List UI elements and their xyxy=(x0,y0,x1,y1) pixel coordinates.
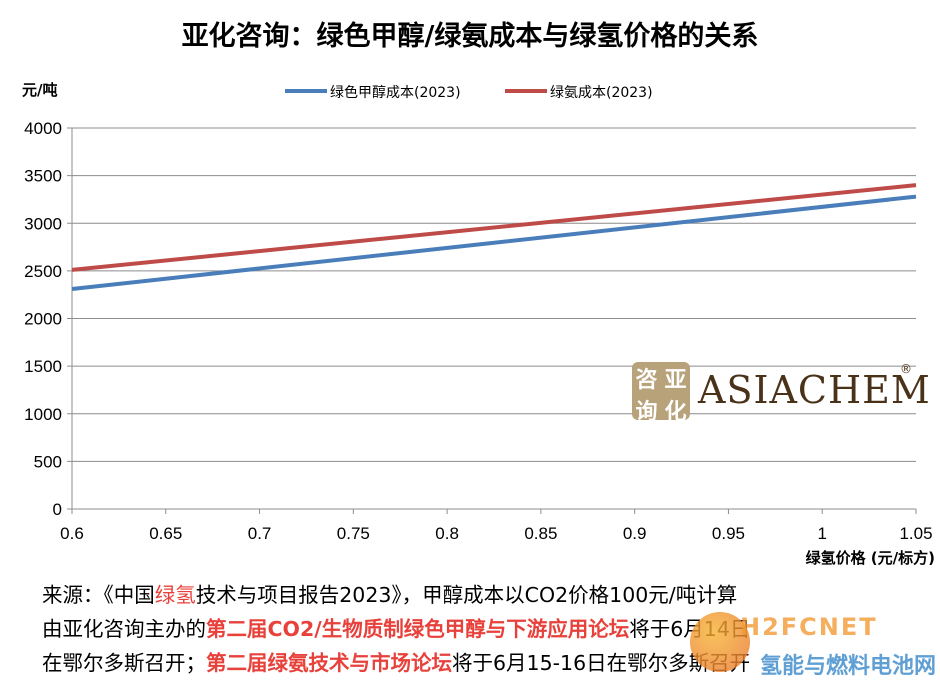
line-chart: 0 500 1000 1500 2000 2500 3000 3500 4000 0.6 0.65… xyxy=(22,81,935,567)
registered-mark: ® xyxy=(900,362,912,376)
x-tick-label: 0.85 xyxy=(524,524,557,543)
seal-char: 咨 xyxy=(635,368,658,393)
legend: 绿色甲醇成本(2023) 绿氨成本(2023) xyxy=(285,84,653,101)
y-tick-label: 1000 xyxy=(24,405,62,424)
source-text: 在鄂尔多斯召开； xyxy=(42,651,206,675)
gridlines xyxy=(72,127,916,510)
legend-label-2: 绿氨成本(2023) xyxy=(550,85,653,101)
watermark-logo-icon xyxy=(690,612,750,672)
source-line-1: 来源：《中国绿氢技术与项目报告2023》，甲醇成本以CO2价格100元/吨计算 xyxy=(42,578,940,612)
y-tick-label: 2000 xyxy=(24,310,62,329)
y-axis-label: 元/吨 xyxy=(22,81,57,99)
chart-title: 亚化咨询：绿色甲醇/绿氨成本与绿氢价格的关系 xyxy=(181,21,759,52)
source-line-2: 由亚化咨询主办的第二届CO2/生物质制绿色甲醇与下游应用论坛将于6月14日 xyxy=(42,612,940,646)
x-tick-label: 0.9 xyxy=(623,524,647,543)
y-tick-label: 4000 xyxy=(24,119,62,138)
x-tick-label: 0.65 xyxy=(149,524,182,543)
x-tick-label: 0.7 xyxy=(248,524,272,543)
y-tick-label: 3500 xyxy=(24,167,62,186)
x-axis-label: 绿氢价格 (元/标方) xyxy=(806,549,935,567)
source-highlight: 绿氢 xyxy=(154,583,196,607)
series-line-1 xyxy=(71,194,917,291)
asiachem-logo: 咨 亚 询 化 ASIACHEM ® xyxy=(632,362,930,425)
x-tick-label: 1 xyxy=(817,524,826,543)
x-tick-label: 0.8 xyxy=(435,524,459,543)
seal-char: 亚 xyxy=(664,368,687,393)
y-tick-label: 2500 xyxy=(24,262,62,281)
series-lines xyxy=(71,183,917,291)
x-tick-label: 0.75 xyxy=(337,524,370,543)
seal-char: 询 xyxy=(635,400,658,425)
y-tick-label: 1500 xyxy=(24,357,62,376)
series-line-2 xyxy=(71,183,917,272)
x-tick-labels: 0.6 0.65 0.7 0.75 0.8 0.85 0.9 0.95 1 1.05 xyxy=(60,524,932,543)
source-text: 由亚化咨询主办的 xyxy=(42,617,206,641)
forum-link[interactable]: 第二届CO2/生物质制绿色甲醇与下游应用论坛 xyxy=(206,617,630,641)
x-tick-label: 0.6 xyxy=(60,524,84,543)
y-tick-label: 3000 xyxy=(24,214,62,233)
source-text: 来源：《中国 xyxy=(42,583,155,607)
x-tick-label: 0.95 xyxy=(712,524,745,543)
forum-link[interactable]: 第二届绿氨技术与市场论坛 xyxy=(206,651,452,675)
y-tick-label: 0 xyxy=(53,500,62,519)
axes xyxy=(67,127,917,514)
asiachem-seal: 咨 亚 询 化 xyxy=(632,362,690,425)
logo-wordmark: ASIACHEM xyxy=(698,368,931,412)
watermark-letters: H2FCNET xyxy=(740,613,878,641)
y-tick-labels: 0 500 1000 1500 2000 2500 3000 3500 4000 xyxy=(24,119,62,519)
legend-label-1: 绿色甲醇成本(2023) xyxy=(330,84,461,101)
x-tick-label: 1.05 xyxy=(899,524,932,543)
y-tick-label: 500 xyxy=(34,452,62,471)
seal-char: 化 xyxy=(664,400,687,425)
watermark-text: 氢能与燃料电池网 xyxy=(760,654,937,679)
source-text: 技术与项目报告2023》，甲醇成本以CO2价格100元/吨计算 xyxy=(195,583,738,607)
